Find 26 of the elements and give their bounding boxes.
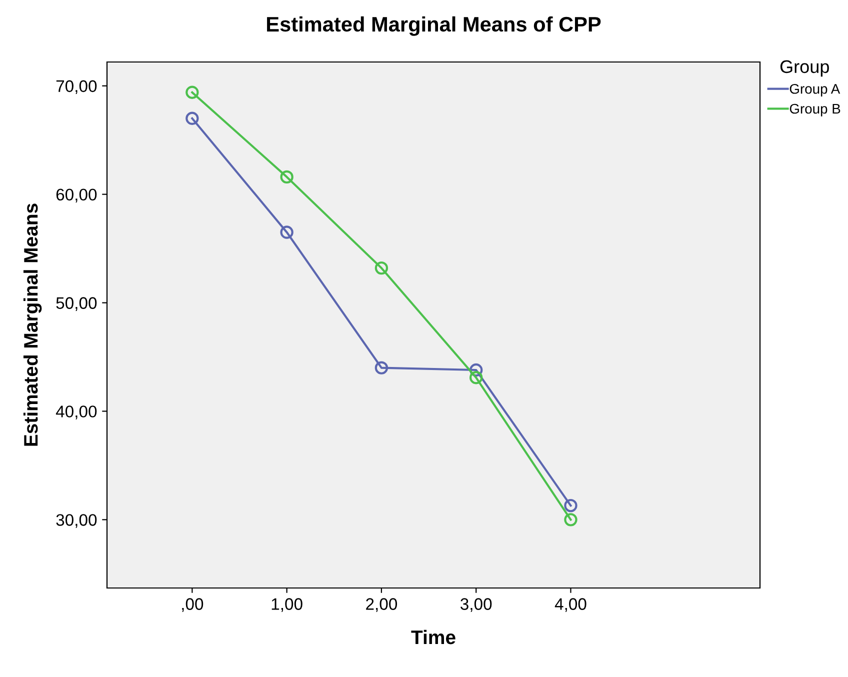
x-tick-label: 2,00 [366,598,398,612]
y-tick-label: 50,00 [56,297,97,311]
point [280,226,294,239]
x-tick-label: 3,00 [460,598,492,612]
point [280,170,294,184]
legend-title: Group [780,60,829,77]
point [374,261,388,275]
y-axis-title: Estimated Marginal Means [23,204,42,446]
point [469,363,483,377]
y-tick-label: 30,00 [56,514,97,528]
legend-label: Group B [790,104,840,116]
x-tick-label: ,00 [182,598,204,612]
point [469,371,483,384]
chart-title: Estimated Marginal Means of CPP [267,16,601,36]
point [374,361,388,374]
y-tick-label: 70,00 [56,80,97,94]
x-tick-label: 1,00 [272,598,302,612]
point [186,112,199,125]
y-tick-label: 40,00 [56,406,97,420]
legend-label: Group A [790,84,840,97]
point [564,498,578,512]
point [564,513,578,526]
x-axis-title: Time [411,630,456,644]
y-tick-label: 60,00 [56,188,97,202]
point [186,86,199,99]
x-tick-label: 4,00 [554,598,586,612]
